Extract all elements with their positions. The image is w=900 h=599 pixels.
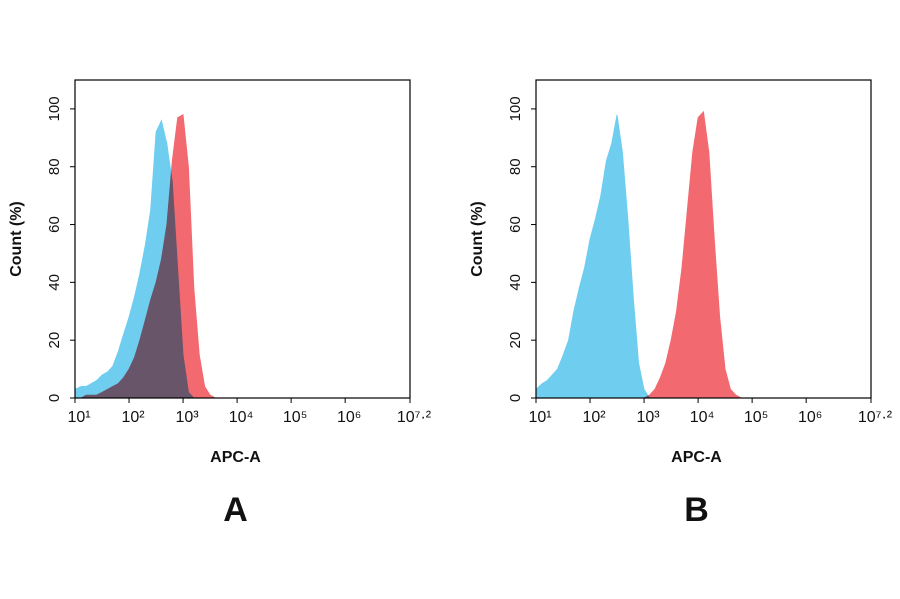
y-axis-title: Count (%) — [8, 201, 25, 277]
x-tick-label: 10⁵ — [283, 409, 307, 426]
y-tick-label: 0 — [46, 394, 63, 402]
y-tick-label: 20 — [46, 332, 63, 349]
x-tick-label: 10⁶ — [798, 409, 822, 426]
y-tick-label: 80 — [46, 158, 63, 175]
x-tick-label: 10² — [121, 409, 145, 426]
y-tick-label: 40 — [507, 274, 524, 291]
x-axis-title: APC-A — [210, 449, 261, 466]
y-tick-label: 0 — [507, 394, 524, 402]
x-tick-label: 10⁷·² — [858, 409, 893, 426]
x-tick-label: 10⁷·² — [397, 409, 432, 426]
plot-frame — [535, 79, 872, 399]
panel-caption: A — [223, 491, 248, 529]
plot-frame — [74, 79, 411, 399]
y-tick-label: 20 — [507, 332, 524, 349]
x-tick-label: 10⁴ — [229, 409, 254, 426]
x-tick-label: 10⁴ — [690, 409, 715, 426]
x-tick-label: 10³ — [176, 409, 200, 426]
panel-caption: B — [684, 491, 709, 529]
x-axis-title: APC-A — [671, 449, 722, 466]
y-tick-label: 80 — [507, 158, 524, 175]
y-tick-label: 40 — [46, 274, 63, 291]
y-tick-label: 100 — [46, 96, 63, 121]
x-tick-label: 10² — [582, 409, 606, 426]
y-axis-title: Count (%) — [469, 201, 486, 277]
x-tick-label: 10¹ — [67, 409, 90, 426]
y-tick-label: 100 — [507, 96, 524, 121]
x-tick-label: 10⁶ — [337, 409, 361, 426]
x-tick-label: 10⁵ — [744, 409, 768, 426]
y-tick-label: 60 — [46, 216, 63, 233]
x-tick-label: 10³ — [637, 409, 661, 426]
x-tick-label: 10¹ — [528, 409, 551, 426]
y-tick-label: 60 — [507, 216, 524, 233]
